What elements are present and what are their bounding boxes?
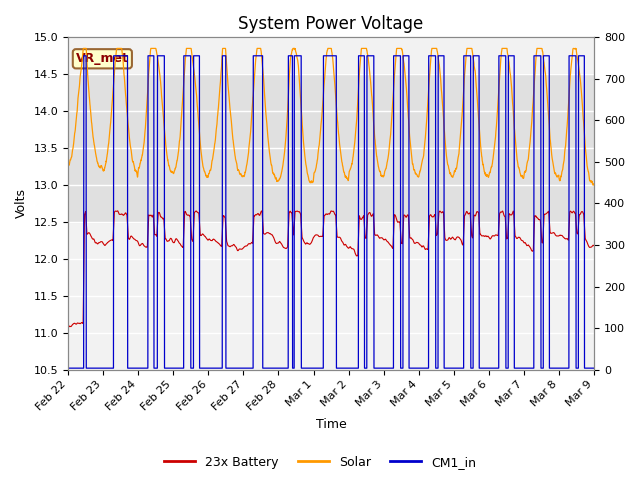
Title: System Power Voltage: System Power Voltage [239, 15, 424, 33]
Solar [590, 181, 598, 187]
Text: VR_met: VR_met [76, 52, 129, 65]
X-axis label: Time: Time [316, 419, 346, 432]
Line: CM1_in: CM1_in [68, 56, 594, 368]
23x Battery [590, 243, 598, 249]
Line: 23x Battery: 23x Battery [68, 211, 594, 327]
23x Battery [266, 231, 274, 237]
23x Battery [66, 324, 74, 330]
23x Battery [524, 242, 531, 248]
Solar [124, 122, 132, 128]
Solar [524, 160, 531, 166]
CM1_in [266, 365, 274, 371]
CM1_in [64, 365, 72, 371]
Solar [79, 46, 87, 51]
CM1_in [124, 365, 132, 371]
Solar [266, 153, 274, 159]
Solar [64, 164, 72, 170]
Solar [289, 47, 296, 52]
Y-axis label: Volts: Volts [15, 189, 28, 218]
CM1_in [590, 365, 598, 371]
Solar [580, 124, 588, 130]
Solar [156, 69, 163, 75]
CM1_in [524, 365, 531, 371]
23x Battery [258, 208, 266, 214]
23x Battery [156, 210, 163, 216]
Legend: 23x Battery, Solar, CM1_in: 23x Battery, Solar, CM1_in [159, 451, 481, 474]
23x Battery [580, 217, 588, 223]
23x Battery [64, 322, 72, 328]
Solar [589, 182, 596, 188]
Line: Solar: Solar [68, 48, 594, 185]
CM1_in [156, 53, 163, 59]
CM1_in [580, 53, 588, 59]
23x Battery [289, 226, 297, 232]
23x Battery [124, 233, 132, 239]
CM1_in [80, 53, 88, 59]
Bar [68, 74, 594, 222]
CM1_in [289, 365, 296, 371]
